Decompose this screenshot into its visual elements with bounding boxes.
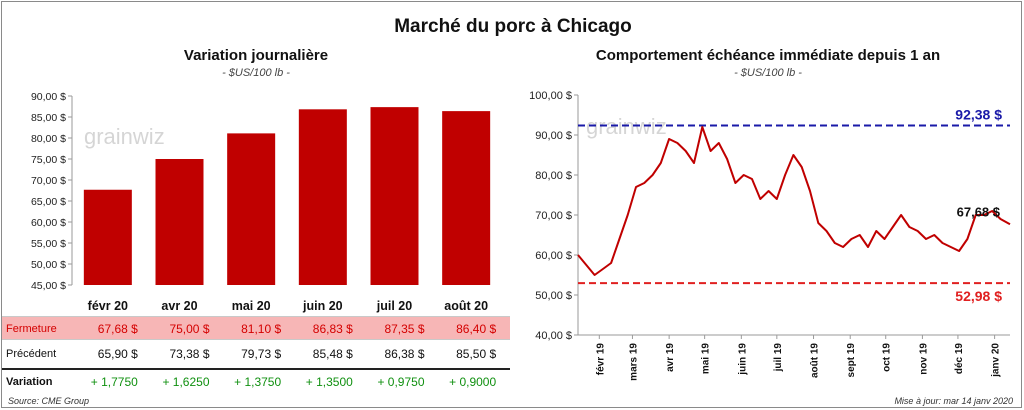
table-cell: + 1,6250 <box>162 375 210 389</box>
table-cell: 86,83 $ <box>312 322 353 336</box>
left-chart-title: Variation journalière <box>183 47 329 64</box>
x-tick-label: mai 20 <box>232 299 271 313</box>
y-tick-label: 50,00 $ <box>535 290 572 302</box>
x-tick-label: avr 20 <box>161 299 197 313</box>
page-title: Marché du porc à Chicago <box>394 16 632 37</box>
table-cell: 79,73 $ <box>241 347 282 361</box>
table-cell: 85,48 $ <box>312 347 353 361</box>
table-cell: + 0,9000 <box>449 375 497 389</box>
x-tick-label: oct 19 <box>882 343 893 372</box>
y-tick-label: 40,00 $ <box>535 330 572 342</box>
x-tick-label: juin 20 <box>302 299 343 313</box>
price-series-line <box>577 126 1011 276</box>
right-chart-title: Comportement échéance immédiate depuis 1… <box>595 47 941 64</box>
table-cell: + 1,3500 <box>305 375 353 389</box>
table-cell: 65,90 $ <box>97 347 138 361</box>
x-tick-label: juin 19 <box>737 343 748 376</box>
table-cell: + 1,3750 <box>234 375 282 389</box>
y-tick-label: 60,00 $ <box>535 250 572 262</box>
y-tick-label: 80,00 $ <box>535 170 572 182</box>
x-tick-label: nov 19 <box>918 343 929 375</box>
line-chart: grainwiz 40,00 $ 50,00 $ 60,00 $ 70,00 $ 80,0… <box>529 90 1011 381</box>
y-tick-label: 45,00 $ <box>31 280 66 292</box>
bar <box>298 109 347 285</box>
x-tick-label: mars 19 <box>628 343 639 381</box>
table-cell: 86,38 $ <box>384 347 425 361</box>
row-label: Variation <box>6 376 53 388</box>
y-tick-label: 60,00 $ <box>31 217 66 229</box>
y-tick-label: 65,00 $ <box>31 196 66 208</box>
bar <box>155 159 204 285</box>
x-tick-label: juil 19 <box>773 343 784 373</box>
x-tick-label: mai 19 <box>701 343 712 375</box>
x-tick-label: déc 19 <box>954 343 965 375</box>
table-row-fermeture: Fermeture 67,68 $ 75,00 $ 81,10 $ 86,83 $ 87… <box>2 316 510 340</box>
bar <box>370 107 419 285</box>
y-tick-label: 75,00 $ <box>31 154 66 166</box>
source-note: Source: CME Group <box>8 396 90 406</box>
max-value-label: 92,38 $ <box>955 106 1002 122</box>
y-tick-label: 80,00 $ <box>31 133 66 145</box>
y-tick-label: 100,00 $ <box>529 90 572 102</box>
y-tick-label: 70,00 $ <box>31 175 66 187</box>
y-tick-label: 50,00 $ <box>31 259 66 271</box>
x-tick-label: avr 19 <box>665 343 676 372</box>
table-cell: 85,50 $ <box>456 347 497 361</box>
x-tick-label: juil 20 <box>376 299 412 313</box>
table-cell: 67,68 $ <box>97 322 138 336</box>
x-tick-label: août 19 <box>810 343 821 378</box>
y-tick-label: 90,00 $ <box>31 91 66 103</box>
x-tick-label: août 20 <box>444 299 488 313</box>
watermark-logo: grainwiz <box>586 114 667 139</box>
table-row-variation: Variation + 1,7750 + 1,6250 + 1,3750 + 1,35… <box>2 368 510 392</box>
bar <box>442 111 491 286</box>
y-tick-label: 55,00 $ <box>31 238 66 250</box>
update-note: Mise à jour: mar 14 janv 2020 <box>894 396 1013 406</box>
y-tick-label: 85,00 $ <box>31 112 66 124</box>
x-tick-label: févr 20 <box>88 299 128 313</box>
table-cell: 75,00 $ <box>169 322 210 336</box>
watermark-logo: grainwiz <box>84 124 165 149</box>
table-cell: + 1,7750 <box>90 375 138 389</box>
table-cell: + 0,9750 <box>377 375 425 389</box>
table-cell: 81,10 $ <box>241 322 282 336</box>
left-chart-unit: - $US/100 lb - <box>222 67 290 79</box>
bar-chart: grainwiz 45,00 $ 50,00 $ 55,00 $ 60,00 $ 65,0… <box>31 91 491 313</box>
row-label: Précédent <box>6 348 57 360</box>
watermark-text: grainwiz <box>586 114 667 139</box>
table-cell: 86,40 $ <box>456 322 497 336</box>
table-row-precedent: Précédent 65,90 $ 73,38 $ 79,73 $ 85,48 $ 86… <box>2 342 510 366</box>
bar <box>227 133 276 285</box>
watermark-text: grainwiz <box>84 124 165 149</box>
last-value-label: 67,68 $ <box>957 204 1001 219</box>
min-value-label: 52,98 $ <box>955 288 1002 304</box>
table-cell: 87,35 $ <box>384 322 425 336</box>
table-cell: 73,38 $ <box>169 347 210 361</box>
x-tick-label: janv 20 <box>991 343 1002 378</box>
row-label: Fermeture <box>6 323 57 335</box>
x-tick-label: févr 19 <box>595 343 606 376</box>
y-tick-label: 70,00 $ <box>535 210 572 222</box>
x-tick-label: sept 19 <box>846 343 857 378</box>
y-tick-label: 90,00 $ <box>535 130 572 142</box>
bar <box>83 189 132 285</box>
right-chart-unit: - $US/100 lb - <box>734 67 802 79</box>
